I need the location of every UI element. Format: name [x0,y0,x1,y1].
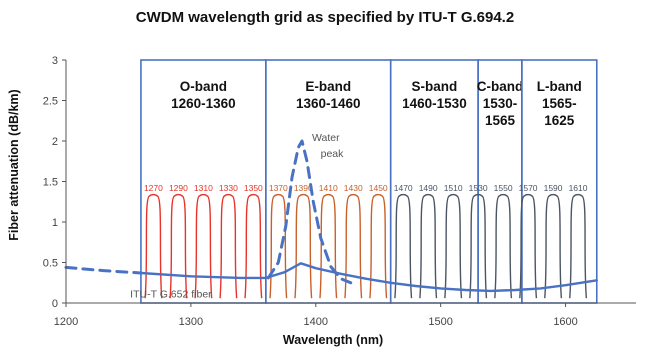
channel-label-1430: 1430 [344,183,363,193]
band-boxes: O-band 1260-1360 E-band 1360-1460 S-band 1460… [140,59,598,304]
channel-peak-1390 [294,193,313,299]
band-range-label: 1460-1530 [402,96,467,111]
axes: 0 0.5 1 1.5 2 2.5 3 1200 1300 1400 1500 1600 [43,55,636,328]
channel-peak-1310 [194,193,213,299]
channel-peak-1290 [169,193,188,299]
channel-label-1550: 1550 [494,183,513,193]
band-range-label: 1625 [544,113,575,128]
channel-label-1570: 1570 [519,183,538,193]
x-tick-label: 1500 [428,316,452,328]
x-tick-label: 1600 [553,316,577,328]
channel-peak-1350 [244,193,263,299]
channel-label-1510: 1510 [444,183,463,193]
y-tick-label: 2.5 [43,96,58,108]
annotation-label: ITU-T G.652 fiber [130,288,212,300]
y-tick-label: 3 [52,55,58,67]
channel-peak-1590 [544,193,563,299]
band-range-label: 1565 [485,113,516,128]
channel-peak-1490 [419,193,438,299]
channel-peaks: 1270 1290 1310 1330 1350 1370 1390 1410 1430 1450… [144,183,588,299]
channel-label-1290: 1290 [169,183,188,193]
channel-label-1310: 1310 [194,183,213,193]
annotation-label: Water [312,132,340,144]
channel-peak-1570 [519,193,538,299]
channel-label-1450: 1450 [369,183,388,193]
band-name-label: S-band [412,79,458,94]
channel-peak-1430 [344,193,363,299]
x-tick-label: 1200 [54,316,78,328]
channel-label-1270: 1270 [144,183,163,193]
y-tick-label: 2 [52,136,58,148]
fiber-attenuation-curve [139,262,598,293]
band-name-label: E-band [305,79,351,94]
band-name-label: C-band [477,79,524,94]
band-range-label: 1530- [483,96,518,111]
channel-label-1330: 1330 [219,183,238,193]
channel-peak-1550 [494,193,513,299]
band-range-label: 1360-1460 [296,96,361,111]
y-tick-label: 0.5 [43,258,58,270]
channel-peak-1370 [269,193,288,299]
channel-peak-1510 [444,193,463,299]
dashed-curve-2 [266,139,353,285]
annotation-label: peak [321,148,345,160]
channel-peak-1330 [219,193,238,299]
band-name-label: L-band [537,79,582,94]
y-tick-label: 1.5 [43,177,58,189]
x-tick-label: 1400 [304,316,328,328]
channel-peak-1610 [569,193,588,299]
y-tick-label: 0 [52,298,58,310]
channel-label-1590: 1590 [544,183,563,193]
y-axis-label: Fiber attenuation (dB/km) [7,89,21,240]
channel-peak-1410 [319,193,338,299]
channel-label-1470: 1470 [394,183,413,193]
x-tick-label: 1300 [179,316,203,328]
channel-peak-1470 [394,193,413,299]
x-axis-label: Wavelength (nm) [283,333,383,347]
channel-label-1490: 1490 [419,183,438,193]
band-name-label: O-band [180,79,227,94]
channel-label-1610: 1610 [569,183,588,193]
chart-title: CWDM wavelength grid as specified by ITU… [136,9,514,26]
channel-peak-1270 [144,193,163,299]
band-range-label: 1260-1360 [171,96,236,111]
dashed-curve-1 [64,265,143,275]
channel-label-1370: 1370 [269,183,288,193]
channel-peak-1450 [369,193,388,299]
channel-peak-1530 [469,193,488,299]
channel-label-1410: 1410 [319,183,338,193]
y-tick-label: 1 [52,217,58,229]
band-range-label: 1565- [542,96,577,111]
annotations: Water peak ITU-T G.652 fiber [130,132,344,300]
channel-label-1350: 1350 [244,183,263,193]
channel-label-1390: 1390 [294,183,313,193]
fiber-curves [64,139,598,293]
channel-label-1530: 1530 [469,183,488,193]
